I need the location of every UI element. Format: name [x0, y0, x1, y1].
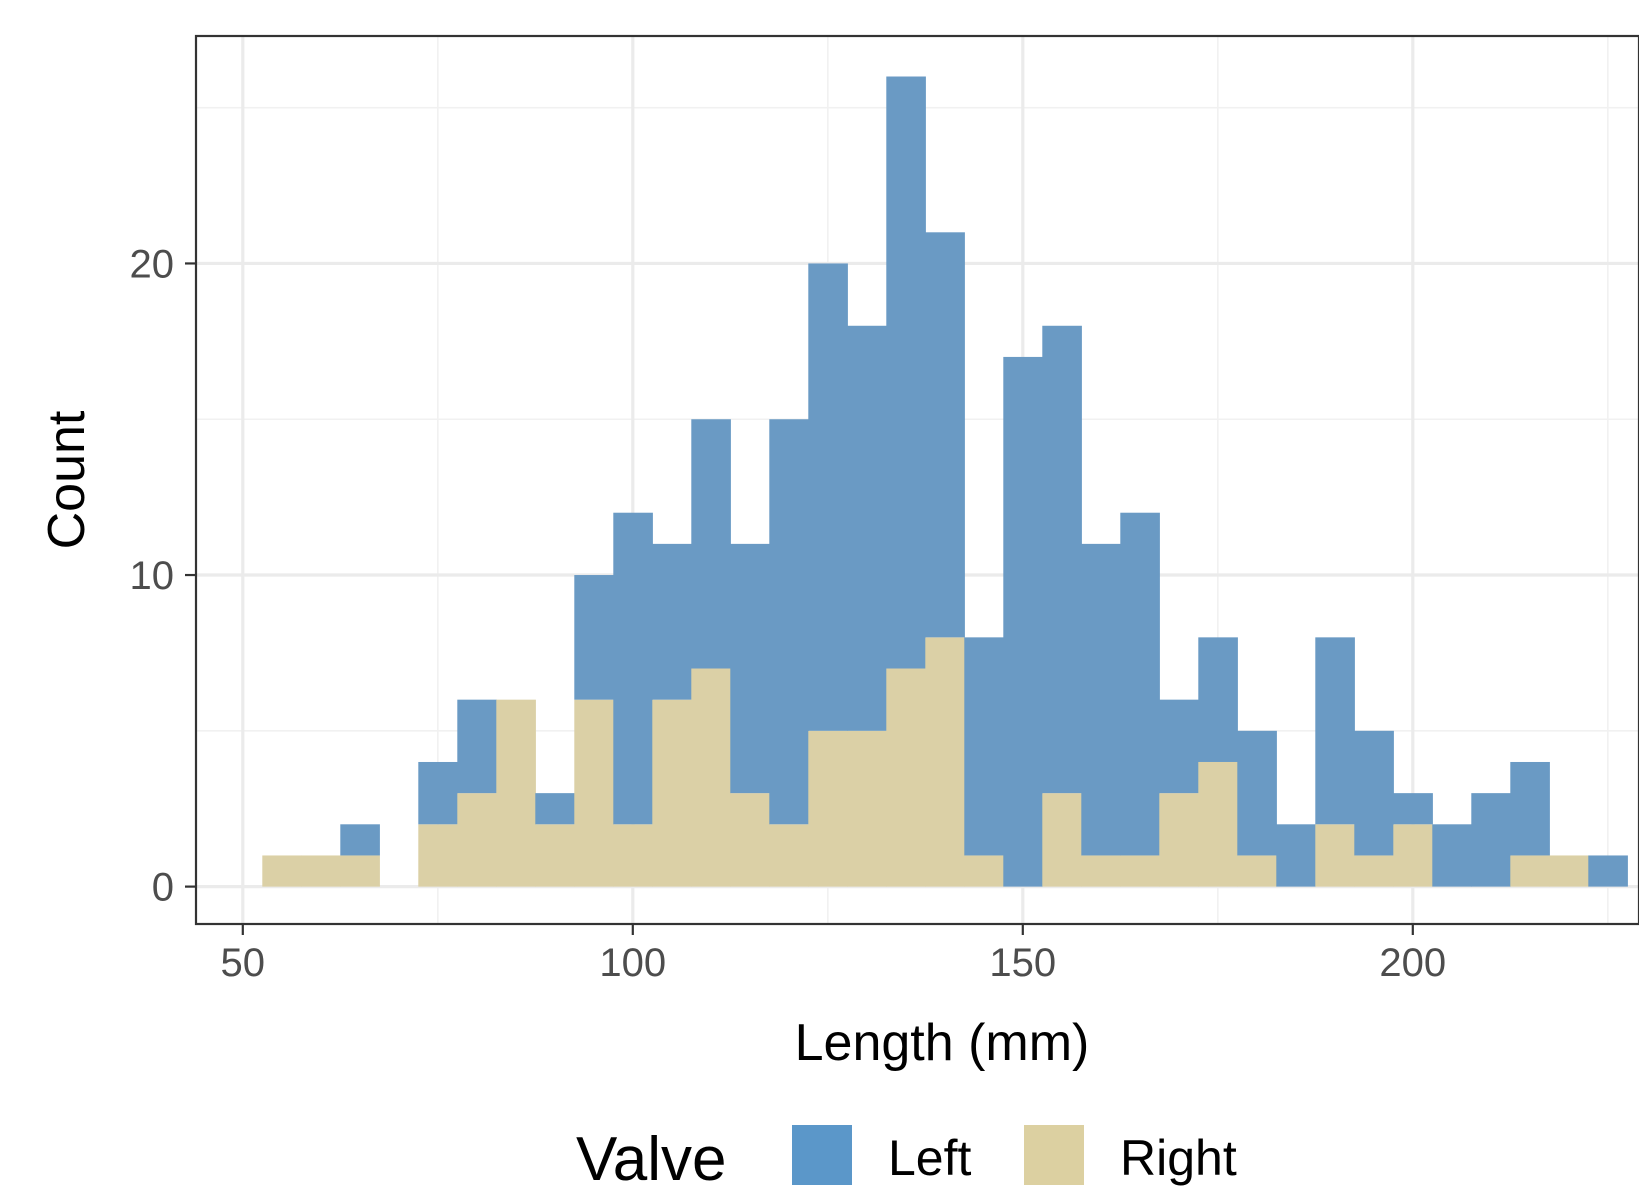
- bar-right-bin-95: [574, 699, 614, 887]
- bar-left-bin-160: [1081, 543, 1121, 856]
- legend-label-left: Left: [888, 1130, 972, 1186]
- bar-right-bin-215: [1510, 855, 1550, 887]
- legend-key-left: [792, 1125, 852, 1185]
- bar-right-bin-130: [847, 730, 887, 887]
- bar-right-bin-220: [1549, 855, 1589, 887]
- bar-right-bin-135: [886, 668, 926, 887]
- x-axis-ticks: 50 100 150 200: [221, 924, 1446, 985]
- bar-left-bin-140: [925, 232, 965, 638]
- bar-left-bin-210: [1471, 793, 1511, 887]
- bar-left-bin-200: [1393, 793, 1433, 825]
- bar-right-bin-170: [1159, 793, 1199, 887]
- bar-left-bin-170: [1159, 699, 1199, 794]
- bar-left-bin-135: [886, 76, 926, 669]
- bar-left-bin-215: [1510, 761, 1550, 856]
- bar-left-bin-115: [730, 543, 770, 794]
- bar-left-bin-150: [1003, 356, 1043, 887]
- bar-left-bin-155: [1042, 325, 1082, 794]
- bar-left-bin-125: [808, 263, 848, 731]
- bar-right-bin-75: [418, 824, 458, 887]
- y-tick-label: 0: [152, 866, 174, 910]
- y-tick-label: 10: [130, 554, 175, 598]
- bar-left-bin-110: [691, 419, 731, 669]
- bar-right-bin-200: [1393, 824, 1433, 887]
- bar-right-bin-180: [1237, 855, 1277, 887]
- bar-right-bin-195: [1354, 855, 1394, 887]
- x-axis-title: Length (mm): [795, 1014, 1090, 1072]
- bar-right-bin-105: [652, 699, 692, 887]
- bar-left-bin-180: [1237, 730, 1277, 856]
- bar-left-bin-190: [1315, 637, 1355, 825]
- bar-right-bin-140: [925, 637, 965, 887]
- bar-left-bin-130: [847, 325, 887, 731]
- bar-right-bin-145: [964, 855, 1004, 887]
- y-tick-label: 20: [130, 242, 175, 286]
- bar-left-bin-75: [418, 761, 458, 825]
- bar-right-bin-155: [1042, 793, 1082, 887]
- bar-left-bin-165: [1120, 512, 1160, 856]
- bar-left-bin-90: [535, 793, 575, 825]
- bar-right-bin-65: [340, 855, 380, 887]
- bar-right-bin-60: [301, 855, 341, 887]
- bar-left-bin-225: [1588, 855, 1628, 887]
- x-tick-label: 100: [599, 941, 666, 985]
- legend: Valve Left Right: [576, 1125, 1237, 1193]
- legend-title: Valve: [576, 1125, 727, 1193]
- bar-left-bin-195: [1354, 730, 1394, 856]
- bar-right-bin-80: [457, 793, 497, 887]
- bar-left-bin-205: [1432, 824, 1472, 887]
- bar-left-bin-105: [652, 543, 692, 700]
- bar-right-bin-190: [1315, 824, 1355, 887]
- bar-right-bin-55: [262, 855, 302, 887]
- bar-right-bin-110: [691, 668, 731, 887]
- bar-right-bin-115: [730, 793, 770, 887]
- bar-right-bin-100: [613, 824, 653, 887]
- bar-right-bin-160: [1081, 855, 1121, 887]
- bar-right-bin-125: [808, 730, 848, 887]
- x-tick-label: 50: [221, 941, 266, 985]
- bar-right-bin-85: [496, 699, 536, 887]
- x-tick-label: 150: [989, 941, 1056, 985]
- y-axis-ticks: 0 10 20: [130, 242, 196, 910]
- legend-label-right: Right: [1120, 1130, 1237, 1186]
- bar-left-bin-185: [1276, 824, 1316, 887]
- bar-right-bin-165: [1120, 855, 1160, 887]
- bar-left-bin-100: [613, 512, 653, 825]
- bar-right-bin-120: [769, 824, 809, 887]
- bar-left-bin-120: [769, 419, 809, 825]
- y-axis-title: Count: [38, 410, 96, 549]
- bar-left-bin-95: [574, 575, 614, 700]
- histogram-bars: [262, 76, 1628, 887]
- legend-key-right: [1024, 1125, 1084, 1185]
- bar-right-bin-90: [535, 824, 575, 887]
- bar-right-bin-175: [1198, 761, 1238, 887]
- bar-left-bin-80: [457, 699, 497, 794]
- bar-left-bin-145: [964, 637, 1004, 856]
- plot-panel-border: [194, 34, 1639, 926]
- x-tick-label: 200: [1379, 941, 1446, 985]
- bar-left-bin-175: [1198, 637, 1238, 762]
- bar-left-bin-65: [340, 824, 380, 856]
